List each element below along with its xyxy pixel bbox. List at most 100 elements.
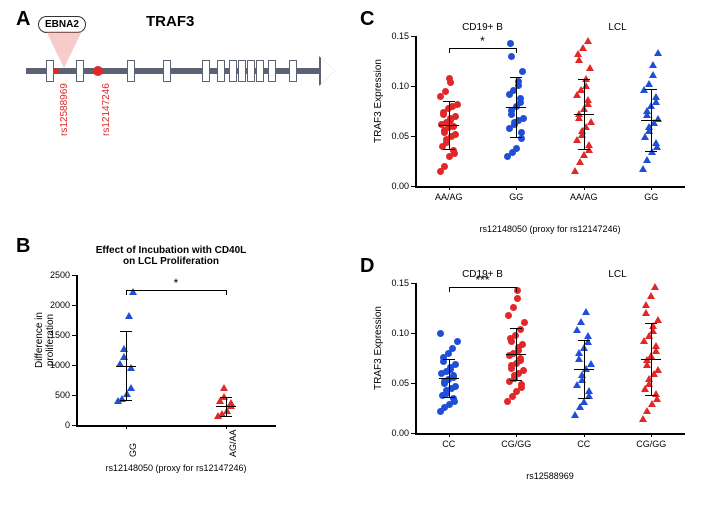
data-point xyxy=(654,49,662,56)
data-point xyxy=(587,118,595,125)
data-point xyxy=(643,156,651,163)
panel-d-chart: D 0.000.050.100.15TRAF3 ExpressionCD19+ … xyxy=(360,255,700,500)
data-point xyxy=(639,415,647,422)
panel-d-label: D xyxy=(360,255,374,278)
data-point xyxy=(441,163,448,170)
exon xyxy=(76,60,84,82)
data-point xyxy=(517,355,524,362)
data-point xyxy=(573,326,581,333)
data-point xyxy=(450,147,457,154)
data-point xyxy=(584,37,592,44)
data-point xyxy=(652,93,660,100)
exon xyxy=(289,60,297,82)
exon xyxy=(256,60,264,82)
data-point xyxy=(517,95,524,102)
data-point xyxy=(220,384,228,391)
data-point xyxy=(520,115,527,122)
data-point xyxy=(449,345,456,352)
data-point xyxy=(645,80,653,87)
data-point xyxy=(452,131,459,138)
exon xyxy=(202,60,210,82)
data-point xyxy=(452,361,459,368)
data-point xyxy=(454,101,461,108)
data-point xyxy=(513,145,520,152)
exon xyxy=(127,60,135,82)
data-point xyxy=(442,88,449,95)
exon xyxy=(247,60,255,82)
data-point xyxy=(586,64,594,71)
y-axis-label: Difference in proliferation xyxy=(34,290,56,390)
snp-dot xyxy=(93,66,103,76)
data-point xyxy=(651,283,659,290)
data-point xyxy=(521,319,528,326)
exon xyxy=(268,60,276,82)
data-point xyxy=(580,398,588,405)
data-point xyxy=(452,113,459,120)
data-point xyxy=(579,44,587,51)
data-point xyxy=(643,407,651,414)
data-point xyxy=(584,96,592,103)
panel-b-chart: B 05001000150020002500Difference in prol… xyxy=(16,235,326,495)
data-point xyxy=(649,71,657,78)
data-point xyxy=(571,411,579,418)
data-point xyxy=(520,367,527,374)
data-point xyxy=(508,53,515,60)
data-point xyxy=(574,50,582,57)
snp-label: rs12147246 xyxy=(101,83,112,136)
data-point xyxy=(519,68,526,75)
data-point xyxy=(641,133,649,140)
panel-a-gene-diagram: A TRAF3 EBNA2 rs12588969rs12147246 xyxy=(16,8,346,138)
data-point xyxy=(452,383,459,390)
data-point xyxy=(519,341,526,348)
data-point xyxy=(507,40,514,47)
exon xyxy=(238,60,246,82)
data-point xyxy=(585,141,593,148)
panel-a-label: A xyxy=(16,8,30,31)
gene-track xyxy=(26,68,326,74)
gene-arrowhead xyxy=(321,58,335,84)
data-point xyxy=(437,330,444,337)
gene-title: TRAF3 xyxy=(146,13,194,30)
y-axis-label: TRAF3 Expression xyxy=(373,298,384,398)
data-point xyxy=(587,360,595,367)
data-point xyxy=(450,123,457,130)
data-point xyxy=(227,399,235,406)
exon xyxy=(217,60,225,82)
data-point xyxy=(517,326,524,333)
data-point xyxy=(654,366,662,373)
panel-c-chart: C 0.000.050.100.15TRAF3 ExpressionCD19+ … xyxy=(360,8,700,243)
data-point xyxy=(450,395,457,402)
data-point xyxy=(575,56,583,63)
data-point xyxy=(639,165,647,172)
data-point xyxy=(518,381,525,388)
data-point xyxy=(582,308,590,315)
data-point xyxy=(514,295,521,302)
data-point xyxy=(652,342,660,349)
data-point xyxy=(505,312,512,319)
data-point xyxy=(510,304,517,311)
data-point xyxy=(654,316,662,323)
data-point xyxy=(642,301,650,308)
data-point xyxy=(649,61,657,68)
data-point xyxy=(585,387,593,394)
snp-label: rs12588969 xyxy=(59,83,70,136)
data-point xyxy=(652,139,660,146)
data-point xyxy=(518,135,525,142)
data-point xyxy=(446,75,453,82)
data-point xyxy=(454,338,461,345)
y-axis-label: TRAF3 Expression xyxy=(373,51,384,151)
data-point xyxy=(584,332,592,339)
data-point xyxy=(577,318,585,325)
data-point xyxy=(575,355,583,362)
exon xyxy=(163,60,171,82)
data-point xyxy=(518,129,525,136)
snp-dot xyxy=(53,68,59,74)
data-point xyxy=(125,312,133,319)
data-point xyxy=(576,158,584,165)
data-point xyxy=(571,167,579,174)
data-point xyxy=(642,309,650,316)
panel-c-label: C xyxy=(360,8,374,31)
exon xyxy=(229,60,237,82)
data-point xyxy=(647,292,655,299)
data-point xyxy=(127,384,135,391)
